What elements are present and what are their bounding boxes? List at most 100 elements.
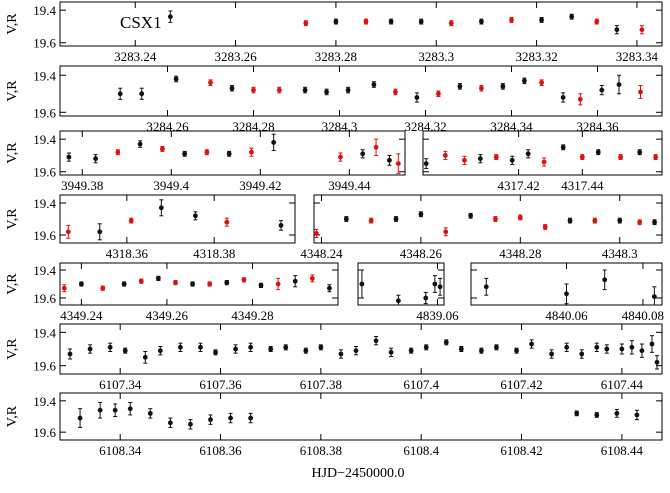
data-point-R (275, 277, 281, 291)
data-point-V (155, 275, 161, 281)
marker (614, 27, 620, 33)
marker (637, 219, 643, 225)
marker (233, 346, 238, 352)
panel-5c: 4840.06 4840.08 (470, 262, 664, 323)
x-tick-label: 6107.36 (199, 377, 242, 392)
marker (509, 157, 515, 163)
data-point-R (128, 217, 134, 224)
data-point-R (479, 84, 484, 92)
marker (318, 344, 324, 350)
data-point-V (93, 154, 99, 164)
x-tick-label: 6107.38 (300, 377, 342, 392)
panel-3a: 19.4 19.6 3949.38 3949.4 3949.42 3949.44 (33, 130, 406, 193)
data-point-V (418, 18, 424, 25)
data-point-R (653, 154, 659, 161)
x-tick-label: 4348.24 (300, 246, 343, 261)
marker (61, 285, 67, 291)
marker (432, 281, 438, 287)
data-point-V (78, 281, 84, 287)
x-tick-label: 6108.4 (403, 443, 439, 458)
data-point-V (619, 343, 625, 355)
marker (128, 218, 134, 224)
data-point-V (604, 344, 610, 354)
marker (579, 154, 585, 160)
marker (112, 407, 118, 413)
data-point-V (167, 10, 173, 23)
panel-frame (313, 194, 663, 244)
x-tick-label: 3284.34 (490, 119, 533, 134)
marker (577, 96, 583, 102)
data-point-R (462, 155, 467, 165)
y-axis-label: V,R (5, 273, 20, 295)
marker (542, 224, 548, 230)
marker (208, 80, 213, 86)
data-point-V (302, 86, 308, 94)
marker (634, 412, 640, 418)
marker (363, 19, 369, 24)
data-point-R (368, 217, 374, 224)
marker (479, 348, 484, 354)
data-point-V (167, 417, 173, 428)
marker (423, 161, 429, 166)
y-tick-label: 19.4 (33, 3, 56, 18)
marker (249, 149, 254, 155)
data-point-V (345, 86, 351, 94)
marker (653, 154, 659, 160)
y-tick-label: 19.4 (33, 394, 56, 409)
x-tick-label: 6108.38 (300, 443, 342, 458)
data-point-R (638, 84, 643, 99)
data-point-V (437, 277, 443, 296)
marker (100, 285, 106, 291)
marker (353, 348, 359, 354)
marker (649, 341, 655, 347)
marker (67, 351, 73, 357)
marker (115, 149, 121, 155)
x-tick-label: 4318.36 (106, 246, 149, 261)
marker (275, 281, 281, 287)
data-point-R (159, 145, 165, 152)
marker (595, 149, 601, 155)
data-point-V (654, 355, 660, 370)
data-point-V (614, 25, 620, 35)
panel-6: 19.4 19.6 6107.34 6107.36 6107.38 6107.4 6107.… (33, 323, 663, 392)
x-tick-label: 6108.36 (199, 443, 242, 458)
x-tick-label: 4318.38 (193, 246, 235, 261)
data-point-V (477, 154, 483, 164)
data-point-V (139, 87, 145, 100)
data-point-V (292, 275, 298, 288)
marker (65, 229, 71, 235)
data-point-R (509, 16, 514, 23)
marker (448, 20, 454, 26)
marker (493, 154, 499, 160)
data-point-V (278, 220, 284, 231)
marker (228, 415, 233, 421)
marker (525, 151, 531, 157)
marker (494, 344, 499, 350)
panel-frame (59, 194, 296, 244)
marker (303, 20, 309, 26)
data-point-V (388, 18, 394, 25)
marker (604, 346, 610, 352)
panel-frame (59, 262, 339, 306)
data-point-R (577, 93, 583, 106)
x-tick-label: 4348.28 (499, 246, 541, 261)
marker (529, 341, 534, 347)
data-point-R (61, 284, 67, 293)
data-point-V (614, 408, 620, 418)
data-point-V (616, 74, 622, 95)
marker (462, 157, 467, 163)
marker (224, 219, 230, 225)
marker (387, 157, 392, 163)
data-point-V (188, 419, 193, 430)
marker (198, 344, 203, 350)
data-point-V (371, 81, 377, 88)
marker (66, 154, 72, 160)
y-tick-label: 19.6 (33, 105, 56, 120)
data-point-R (443, 227, 449, 237)
data-point-V (549, 349, 555, 359)
data-point-R (309, 274, 315, 283)
data-point-V (567, 217, 573, 224)
data-point-V (423, 344, 429, 351)
marker (617, 218, 623, 224)
